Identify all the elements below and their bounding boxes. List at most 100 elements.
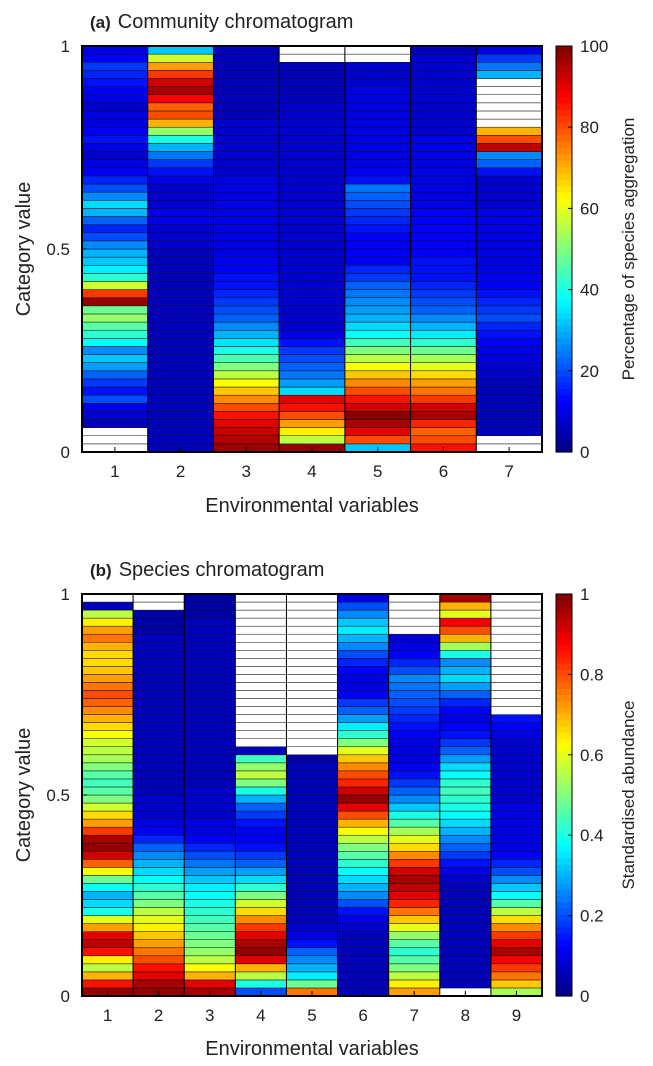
colorbar-swatch	[556, 788, 572, 796]
heatmap-cell	[81, 690, 134, 699]
heatmap-cell	[81, 770, 134, 780]
heatmap-cell	[183, 730, 236, 739]
heatmap-cell	[388, 979, 441, 989]
heatmap-cell	[81, 224, 148, 234]
heatmap-cell	[81, 289, 148, 298]
heatmap-cell	[81, 126, 148, 136]
colorbar-swatch	[556, 612, 572, 620]
heatmap-cell	[213, 94, 280, 104]
colorbar-frame	[555, 45, 573, 453]
heatmap-cell	[213, 167, 280, 177]
heatmap-cell	[278, 362, 346, 372]
colorbar-swatch	[556, 179, 572, 187]
x-tick-label: 5	[373, 462, 382, 481]
heatmap-cell	[490, 963, 543, 973]
heatmap-cell	[278, 94, 346, 104]
heatmap-cell	[388, 601, 441, 611]
heatmap-cell	[286, 706, 338, 715]
heatmap-cell	[132, 650, 185, 659]
colorbar-swatch	[556, 217, 572, 225]
heatmap-cell	[147, 248, 214, 258]
heatmap-cell	[410, 329, 477, 339]
heatmap-cell	[235, 601, 287, 611]
heatmap-cell	[490, 778, 543, 788]
heatmap-cell	[476, 297, 543, 307]
chart-title: Species chromatogram	[119, 559, 325, 581]
heatmap-cell	[439, 650, 492, 659]
heatmap-cell	[213, 102, 280, 112]
colorbar-swatch	[556, 280, 572, 288]
heatmap-cell	[439, 818, 492, 828]
heatmap-cell	[81, 208, 148, 217]
heatmap-cell	[81, 963, 134, 973]
heatmap-cell	[344, 53, 411, 63]
colorbar-swatch	[556, 952, 572, 959]
heatmap-cell	[213, 427, 280, 437]
heatmap-cell	[344, 61, 411, 71]
heatmap-cell	[344, 346, 411, 355]
heatmap-cell	[410, 135, 477, 144]
colorbar-swatch	[556, 908, 572, 915]
heatmap-cell	[81, 94, 148, 104]
heatmap-cell	[81, 706, 134, 715]
colorbar-swatch	[556, 870, 572, 878]
heatmap-cell	[439, 947, 492, 957]
colorbar-swatch	[556, 675, 572, 683]
heatmap-cell	[476, 110, 543, 120]
heatmap-cell	[439, 979, 492, 989]
heatmap-cell	[476, 435, 543, 445]
heatmap-cell	[476, 135, 543, 144]
colorbar-swatch	[556, 920, 572, 928]
heatmap-cell	[286, 754, 338, 764]
heatmap-cell	[183, 666, 236, 675]
heatmap-cell	[388, 859, 441, 868]
heatmap-cell	[286, 826, 338, 836]
heatmap-cell	[132, 754, 185, 764]
heatmap-cell	[147, 321, 214, 331]
heatmap-cell	[278, 386, 346, 396]
heatmap-cell	[81, 609, 134, 619]
colorbar-swatch	[556, 52, 572, 60]
heatmap-cell	[81, 346, 148, 355]
heatmap-cell	[490, 851, 543, 860]
heatmap-cell	[132, 786, 185, 796]
heatmap-cell	[213, 45, 280, 55]
colorbar-swatch	[556, 103, 572, 111]
x-axis-label: Environmental variables	[205, 495, 418, 517]
heatmap-cell	[235, 867, 287, 876]
panel-label: (a)	[90, 13, 111, 32]
colorbar-swatch	[556, 851, 572, 859]
colorbar-tick-label: 0.2	[580, 907, 604, 926]
heatmap-cell	[81, 899, 134, 908]
heatmap-cell	[278, 289, 346, 298]
heatmap-cell	[410, 183, 477, 193]
heatmap-cell	[344, 45, 411, 55]
heatmap-cell	[278, 403, 346, 412]
heatmap-cell	[213, 256, 280, 266]
x-tick-label: 4	[256, 1006, 265, 1025]
heatmap-cell	[81, 738, 134, 748]
colorbar-swatch	[556, 776, 572, 784]
heatmap-cell	[81, 403, 148, 412]
heatmap-cell	[286, 609, 338, 619]
heatmap-cell	[81, 370, 148, 380]
heatmap-cell	[81, 730, 134, 739]
heatmap-cell	[81, 633, 134, 643]
heatmap-cell	[278, 313, 346, 323]
heatmap-cell	[147, 281, 214, 290]
heatmap-cell	[410, 216, 477, 225]
chart-panel-b: (b) Species chromatogram 1 2 3 4 5 6 7 8 9 0 0.5 1 Env…	[13, 559, 638, 1060]
heatmap-cell	[147, 354, 214, 363]
heatmap-cell	[183, 698, 236, 707]
heatmap-cell	[132, 955, 185, 965]
heatmap-cell	[344, 427, 411, 437]
heatmap-cell	[439, 714, 492, 723]
heatmap-cell	[337, 851, 389, 860]
heatmap-cell	[213, 362, 280, 372]
heatmap-cell	[476, 53, 543, 63]
heatmap-cell	[490, 722, 543, 731]
heatmap-cell	[286, 955, 338, 965]
heatmap-cell	[388, 851, 441, 860]
heatmap-cell	[81, 746, 134, 756]
y-tick-label: 1	[61, 585, 70, 604]
